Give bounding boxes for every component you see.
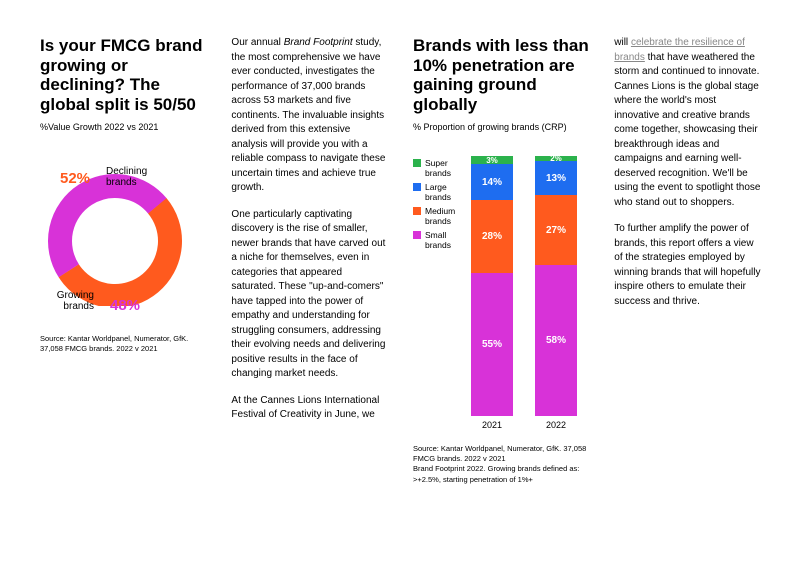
bar-segment: 3%	[471, 156, 513, 164]
legend-item: Medium brands	[413, 206, 461, 226]
col1-heading: Is your FMCG brand growing or declining?…	[40, 36, 207, 114]
col4-p1a: will	[614, 37, 631, 48]
col3-sublabel: % Proportion of growing brands (CRP)	[413, 122, 590, 132]
col4-p2: To further amplify the power of brands, …	[614, 222, 762, 309]
column-1: Is your FMCG brand growing or declining?…	[40, 36, 207, 543]
bar-segment: 14%	[471, 164, 513, 200]
col4-p1b: that have weathered the storm and contin…	[614, 52, 760, 208]
col1-source: Source: Kantar Worldpanel, Numerator, Gf…	[40, 334, 207, 354]
bar-x-label: 2021	[482, 420, 502, 430]
chart-legend: Super brands Large brands Medium brands Sma…	[413, 156, 461, 430]
donut-declining-pct: 52%	[60, 170, 90, 187]
col4-p1: will celebrate the resilience of brands …	[614, 36, 762, 210]
col1-sublabel: %Value Growth 2022 vs 2021	[40, 122, 207, 132]
donut-chart: 52% Declining brands Growing brands 48%	[40, 156, 190, 306]
legend-swatch	[413, 207, 421, 215]
legend-item: Super brands	[413, 158, 461, 178]
col3-source: Source: Kantar Worldpanel, Numerator, Gf…	[413, 444, 590, 485]
column-4: will celebrate the resilience of brands …	[614, 36, 762, 543]
col2-p3: At the Cannes Lions International Festiv…	[231, 394, 389, 423]
donut-growing-pct: 48%	[110, 297, 140, 314]
bar-segment: 55%	[471, 273, 513, 416]
legend-swatch	[413, 159, 421, 167]
col2-p2: One particularly captivating discovery i…	[231, 208, 389, 382]
donut-growing-label: Growing brands	[34, 290, 94, 312]
bar-column: 2%13%27%58% 2022	[535, 156, 577, 430]
donut-declining-label: Declining brands	[106, 166, 176, 188]
bar-segment: 13%	[535, 161, 577, 195]
legend-label: Large brands	[425, 182, 461, 202]
col2-p1: Our annual Brand Footprint study, the mo…	[231, 36, 389, 196]
legend-item: Large brands	[413, 182, 461, 202]
bar-column: 3%14%28%55% 2021	[471, 156, 513, 430]
column-2: Our annual Brand Footprint study, the mo…	[231, 36, 389, 543]
col2-p1c: study, the most comprehensive we have ev…	[231, 37, 385, 193]
bar-segment: 28%	[471, 200, 513, 273]
legend-swatch	[413, 183, 421, 191]
column-3: Brands with less than 10% penetration ar…	[413, 36, 590, 543]
col2-p1b: Brand Footprint	[284, 37, 353, 48]
bar-segment: 27%	[535, 195, 577, 265]
legend-item: Small brands	[413, 230, 461, 250]
stacked-bar-chart: Super brands Large brands Medium brands Sma…	[413, 156, 590, 430]
legend-label: Small brands	[425, 230, 461, 250]
bar-x-label: 2022	[546, 420, 566, 430]
col3-heading: Brands with less than 10% penetration ar…	[413, 36, 590, 114]
legend-label: Super brands	[425, 158, 461, 178]
legend-swatch	[413, 231, 421, 239]
bar-segment: 58%	[535, 265, 577, 416]
bar-stack: 3%14%28%55%	[471, 156, 513, 416]
col2-p1a: Our annual	[231, 37, 283, 48]
chart-bars: 3%14%28%55% 2021 2%13%27%58% 2022	[471, 156, 577, 430]
legend-label: Medium brands	[425, 206, 461, 226]
bar-stack: 2%13%27%58%	[535, 156, 577, 416]
